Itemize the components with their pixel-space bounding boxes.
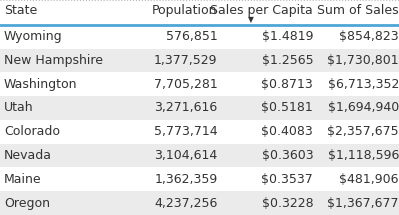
Text: Utah: Utah bbox=[4, 101, 34, 114]
Bar bbox=[0, 120, 399, 144]
Text: Sum of Sales: Sum of Sales bbox=[317, 4, 399, 17]
Text: $0.3228: $0.3228 bbox=[262, 197, 313, 210]
Bar bbox=[0, 167, 399, 191]
Text: $1,730,801: $1,730,801 bbox=[327, 54, 399, 67]
Text: 3,271,616: 3,271,616 bbox=[154, 101, 217, 114]
Text: 4,237,256: 4,237,256 bbox=[154, 197, 217, 210]
Text: Wyoming: Wyoming bbox=[4, 30, 63, 43]
Text: $0.3537: $0.3537 bbox=[261, 173, 313, 186]
Text: 1,362,359: 1,362,359 bbox=[154, 173, 217, 186]
Text: Washington: Washington bbox=[4, 78, 77, 91]
Bar bbox=[0, 96, 399, 120]
Bar bbox=[0, 25, 399, 49]
Bar bbox=[0, 49, 399, 72]
Text: ▼: ▼ bbox=[249, 15, 254, 24]
Text: $6,713,352: $6,713,352 bbox=[328, 78, 399, 91]
Text: 7,705,281: 7,705,281 bbox=[154, 78, 217, 91]
Text: $1.2565: $1.2565 bbox=[262, 54, 313, 67]
Text: $0.4083: $0.4083 bbox=[261, 125, 313, 138]
Text: $1.4819: $1.4819 bbox=[262, 30, 313, 43]
Text: New Hampshire: New Hampshire bbox=[4, 54, 103, 67]
Text: $0.5181: $0.5181 bbox=[261, 101, 313, 114]
Text: 3,104,614: 3,104,614 bbox=[154, 149, 217, 162]
Bar bbox=[0, 0, 399, 25]
Text: 1,377,529: 1,377,529 bbox=[154, 54, 217, 67]
Text: Maine: Maine bbox=[4, 173, 41, 186]
Text: Population: Population bbox=[152, 4, 217, 17]
Text: $0.3603: $0.3603 bbox=[262, 149, 313, 162]
Text: $854,823: $854,823 bbox=[340, 30, 399, 43]
Bar bbox=[0, 72, 399, 96]
Text: Oregon: Oregon bbox=[4, 197, 50, 210]
Bar bbox=[0, 191, 399, 215]
Text: Nevada: Nevada bbox=[4, 149, 52, 162]
Text: $481,906: $481,906 bbox=[340, 173, 399, 186]
Text: State: State bbox=[4, 4, 37, 17]
Text: $1,367,677: $1,367,677 bbox=[328, 197, 399, 210]
Text: Sales per Capita: Sales per Capita bbox=[210, 4, 313, 17]
Text: $2,357,675: $2,357,675 bbox=[327, 125, 399, 138]
Bar bbox=[0, 144, 399, 167]
Text: $0.8713: $0.8713 bbox=[261, 78, 313, 91]
Text: $1,118,596: $1,118,596 bbox=[328, 149, 399, 162]
Text: 576,851: 576,851 bbox=[166, 30, 217, 43]
Text: 5,773,714: 5,773,714 bbox=[154, 125, 217, 138]
Text: Colorado: Colorado bbox=[4, 125, 60, 138]
Text: $1,694,940: $1,694,940 bbox=[328, 101, 399, 114]
